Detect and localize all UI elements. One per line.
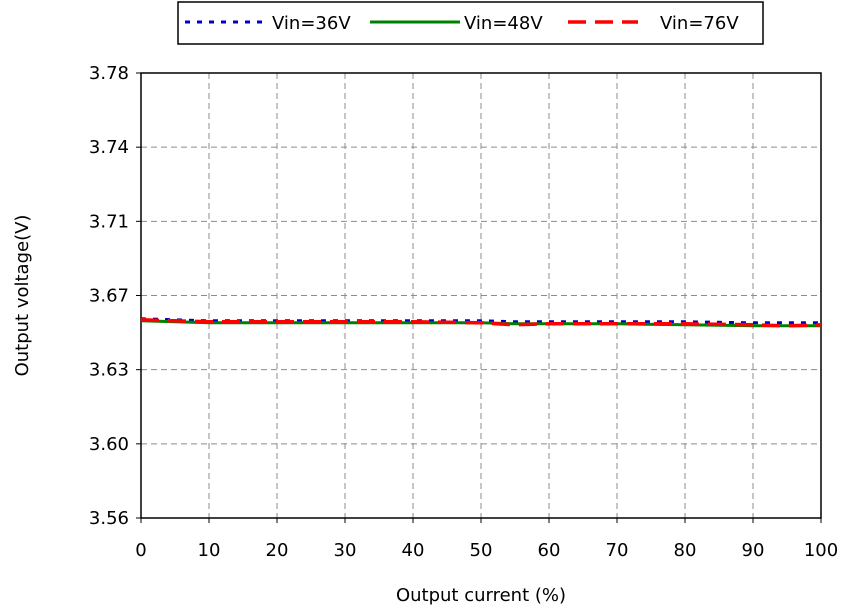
series-layer	[140, 317, 822, 328]
legend: Vin=36V Vin=48V Vin=76V	[177, 1, 764, 45]
y-tick-label: 3.56	[89, 508, 129, 529]
series-line-vin-76v	[140, 318, 822, 328]
y-tick-label: 3.74	[89, 137, 129, 158]
series-line-vin-36v	[140, 317, 821, 325]
y-axis-title: Output voltage(V)	[12, 215, 33, 377]
y-tick-label: 3.63	[89, 360, 129, 381]
legend-label: Vin=76V	[660, 13, 739, 34]
y-tick-label: 3.71	[89, 211, 129, 232]
grid-lines	[141, 73, 821, 518]
x-tick-label: 90	[742, 540, 765, 561]
y-tick-label: 3.78	[89, 63, 129, 84]
legend-label: Vin=36V	[272, 13, 351, 34]
x-tick-label: 30	[334, 540, 357, 561]
x-tick-label: 10	[198, 540, 221, 561]
x-axis-ticks: 0 10 20 30 40 50 60 70 80 90 100	[135, 518, 838, 561]
x-tick-label: 20	[266, 540, 289, 561]
legend-label: Vin=48V	[464, 13, 543, 34]
x-tick-label: 70	[606, 540, 629, 561]
y-axis-ticks: 3.56 3.60 3.63 3.67 3.71 3.74 3.78	[89, 63, 141, 529]
x-tick-label: 40	[402, 540, 425, 561]
x-tick-label: 0	[135, 540, 146, 561]
x-tick-label: 50	[470, 540, 493, 561]
x-tick-label: 100	[804, 540, 838, 561]
x-tick-label: 80	[674, 540, 697, 561]
x-tick-label: 60	[538, 540, 561, 561]
x-axis-title: Output current (%)	[396, 585, 566, 606]
legend-box	[177, 1, 764, 45]
y-tick-label: 3.67	[89, 286, 129, 307]
y-tick-label: 3.60	[89, 434, 129, 455]
